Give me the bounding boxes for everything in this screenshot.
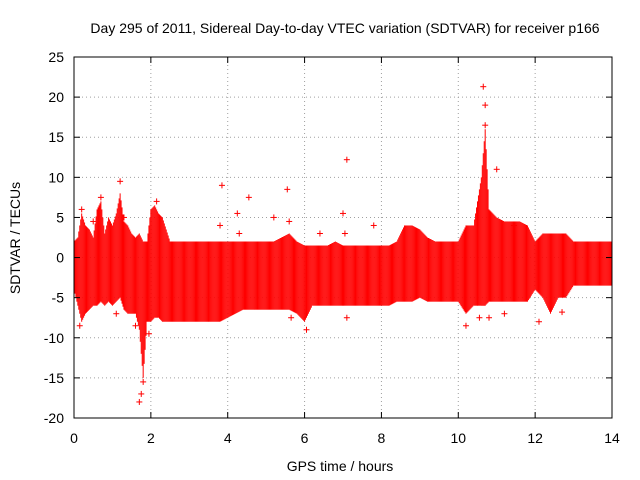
data-layer — [73, 83, 613, 405]
data-point — [245, 194, 252, 201]
y-tick-label: -15 — [44, 370, 64, 386]
x-tick-label: 2 — [147, 430, 155, 446]
data-point — [559, 309, 566, 316]
y-tick-label: 15 — [48, 129, 64, 145]
y-tick-label: -20 — [44, 410, 64, 426]
data-point — [340, 210, 346, 217]
y-tick-label: 20 — [48, 89, 64, 105]
y-tick-label: 10 — [48, 169, 64, 185]
data-point — [138, 390, 145, 397]
data-point — [493, 166, 500, 173]
y-tick-label: 5 — [56, 209, 64, 225]
y-tick-label: 0 — [56, 250, 64, 266]
data-point — [234, 210, 241, 217]
x-tick-label: 12 — [527, 430, 543, 446]
data-point — [486, 314, 493, 321]
data-point — [120, 214, 127, 221]
x-tick-label: 8 — [378, 430, 386, 446]
data-point — [218, 182, 225, 189]
data-point — [482, 102, 489, 109]
data-point — [480, 83, 487, 90]
x-tick-label: 6 — [301, 430, 309, 446]
data-point — [511, 222, 518, 229]
y-axis-label: SDTVAR / TECUs — [7, 182, 23, 294]
plot-frame — [73, 56, 613, 419]
data-point — [476, 314, 483, 321]
data-point — [270, 214, 277, 221]
data-point — [78, 206, 85, 213]
data-point — [284, 186, 291, 193]
data-point — [482, 122, 489, 129]
x-tick-label: 14 — [604, 430, 620, 446]
data-point — [303, 326, 310, 333]
data-point — [343, 156, 350, 163]
y-tick-label: 25 — [48, 49, 64, 65]
data-point — [145, 330, 152, 337]
x-tick-label: 0 — [70, 430, 78, 446]
data-point — [316, 230, 323, 237]
x-axis-label: GPS time / hours — [287, 458, 394, 474]
data-point — [140, 378, 147, 385]
data-point — [132, 322, 139, 329]
data-point — [535, 318, 542, 325]
x-tick-label: 4 — [224, 430, 232, 446]
data-point — [501, 310, 508, 317]
data-point — [90, 218, 97, 225]
data-point — [462, 322, 469, 329]
chart-title: Day 295 of 2011, Sidereal Day-to-day VTE… — [90, 20, 599, 36]
data-point — [136, 398, 143, 405]
data-point — [341, 230, 348, 237]
data-point — [217, 222, 224, 229]
data-point — [286, 218, 293, 225]
data-point — [288, 314, 295, 321]
data-point — [117, 178, 124, 185]
y-tick-label: -10 — [44, 330, 64, 346]
data-point — [76, 322, 83, 329]
data-point — [370, 222, 377, 229]
data-point — [343, 314, 350, 321]
tick-labels: 0 2 4 6 8 10 12 14 -20 -15 -10 -5 0 5 10 15 20 25 — [44, 49, 620, 446]
ticks — [73, 56, 613, 419]
x-tick-label: 10 — [450, 430, 466, 446]
data-point — [153, 198, 160, 205]
data-point — [236, 230, 243, 237]
y-tick-label: -5 — [52, 290, 65, 306]
data-point — [97, 194, 104, 201]
data-point — [113, 310, 120, 317]
